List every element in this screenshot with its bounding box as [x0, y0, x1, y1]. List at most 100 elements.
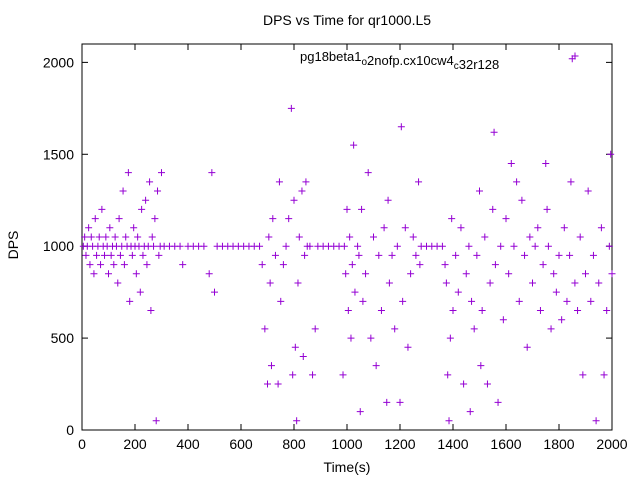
y-tick-label: 1500 [43, 146, 74, 162]
data-point [306, 242, 314, 250]
data-point [211, 288, 218, 296]
data-point [375, 251, 383, 259]
data-point [311, 325, 319, 333]
data-point [285, 215, 293, 223]
data-point [107, 251, 115, 259]
data-point [279, 261, 287, 269]
data-point [147, 307, 155, 315]
data-point [579, 371, 587, 379]
data-point [454, 288, 462, 296]
data-point [460, 380, 468, 388]
data-point [116, 251, 124, 259]
data-point [438, 242, 446, 250]
legend-marker [571, 52, 579, 60]
data-point [85, 224, 93, 232]
data-point [267, 362, 275, 370]
data-point [542, 159, 550, 167]
data-point [97, 261, 105, 269]
data-point [595, 279, 603, 287]
data-point [264, 380, 271, 388]
data-point [465, 242, 473, 250]
data-point [490, 128, 498, 136]
data-point [445, 417, 453, 425]
data-point [489, 205, 497, 213]
data-point [266, 279, 274, 287]
x-tick-label: 1600 [490, 436, 521, 452]
data-point [412, 251, 420, 259]
data-point [95, 233, 103, 241]
data-point [114, 279, 122, 287]
data-point [571, 279, 579, 287]
data-point [502, 215, 510, 223]
legend-label: pg18beta1o2nofp.cx10cw4c32r128 [300, 49, 499, 72]
data-point [383, 398, 391, 406]
data-point [87, 233, 95, 241]
data-point [200, 242, 208, 250]
data-point [256, 242, 264, 250]
data-point [291, 343, 299, 351]
data-point [473, 251, 481, 259]
data-point [105, 270, 112, 278]
y-tick-label: 1000 [43, 238, 74, 254]
data-point [574, 307, 582, 315]
x-tick-label: 0 [78, 436, 86, 452]
data-point [258, 261, 266, 269]
data-point [608, 270, 616, 278]
data-point [122, 233, 130, 241]
data-point [359, 297, 367, 305]
data-point [148, 233, 156, 241]
data-point [287, 104, 295, 112]
x-axis: 0 200 400 600 800 1000 1200 1400 1600 1800 2000 [78, 44, 628, 452]
data-point [470, 325, 478, 333]
data-point [407, 270, 415, 278]
data-point [550, 270, 558, 278]
y-tick-label: 500 [51, 330, 75, 346]
data-point [401, 224, 409, 232]
data-point [388, 251, 396, 259]
data-point [302, 178, 310, 186]
x-tick-label: 2000 [596, 436, 627, 452]
x-tick-label: 200 [123, 436, 147, 452]
data-point [346, 233, 354, 241]
data-point [499, 316, 507, 324]
data-point [339, 371, 347, 379]
data-point [152, 417, 160, 425]
data-point [600, 371, 608, 379]
data-point [130, 224, 138, 232]
data-point [560, 224, 568, 232]
x-tick-label: 1800 [543, 436, 574, 452]
data-point [358, 205, 366, 213]
data-point [155, 251, 163, 259]
data-point [274, 380, 282, 388]
data-point [494, 398, 502, 406]
data-point [404, 343, 412, 351]
data-points [79, 55, 616, 425]
data-point [136, 288, 144, 296]
data-point [90, 270, 98, 278]
data-point [343, 205, 351, 213]
data-point [139, 251, 147, 259]
data-point [295, 233, 303, 241]
data-point [86, 261, 94, 269]
data-point [491, 261, 499, 269]
data-point [179, 261, 187, 269]
data-point [289, 371, 297, 379]
y-tick-label: 2000 [43, 54, 74, 70]
data-point [510, 242, 518, 250]
data-point [344, 307, 352, 315]
data-point [309, 371, 317, 379]
data-point [340, 242, 348, 250]
data-point [128, 251, 136, 259]
data-point [154, 187, 162, 195]
x-axis-label: Time(s) [324, 459, 371, 475]
data-point [547, 325, 555, 333]
data-point [91, 215, 99, 223]
data-point [523, 343, 531, 351]
data-point [367, 334, 375, 342]
data-point [567, 178, 575, 186]
data-point [176, 242, 184, 250]
data-point [518, 196, 526, 204]
data-point [101, 251, 109, 259]
data-point [102, 233, 110, 241]
data-point [119, 187, 127, 195]
